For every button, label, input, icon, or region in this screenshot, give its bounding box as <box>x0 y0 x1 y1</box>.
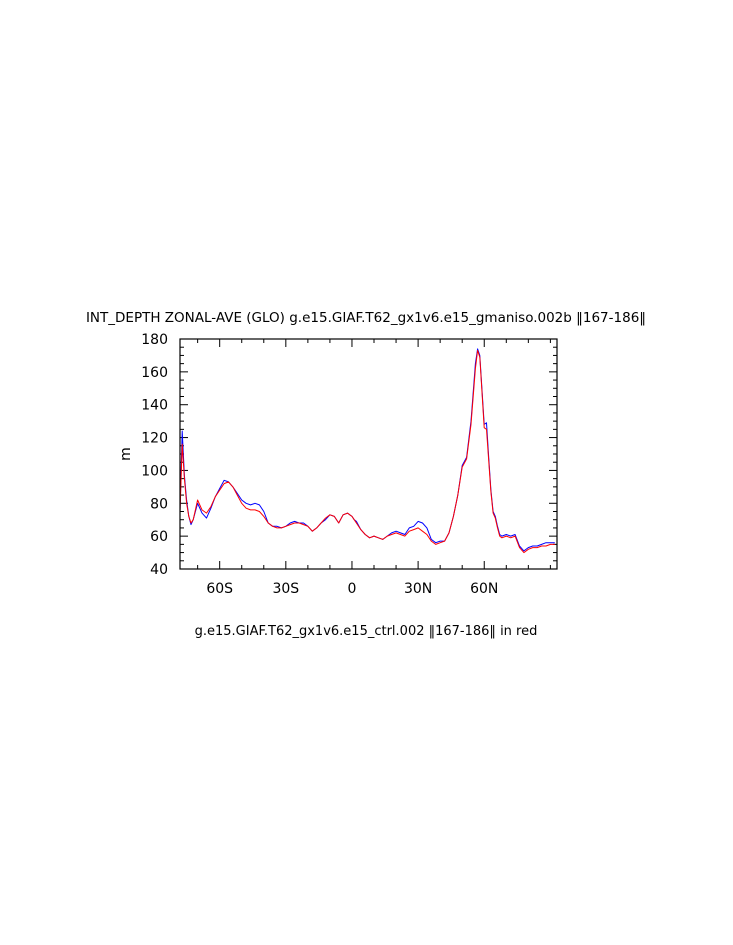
x-axis-label: g.e15.GIAF.T62_gx1v6.e15_ctrl.002 ‖167-1… <box>195 624 538 639</box>
y-tick-label: 100 <box>141 463 168 479</box>
chart-title: INT_DEPTH ZONAL-AVE (GLO) g.e15.GIAF.T62… <box>86 310 646 326</box>
axis-tick-labels: 60S 30S 0 30N 60N 40 60 80 100 120 140 160 180 <box>141 332 498 597</box>
y-tick-label: 120 <box>141 431 168 447</box>
plot-frame <box>179 338 558 570</box>
y-tick-label: 140 <box>141 398 168 414</box>
y-tick-label: 80 <box>150 496 168 512</box>
x-tick-label: 60S <box>206 581 233 597</box>
series-line-blue <box>179 348 555 552</box>
y-tick-label: 180 <box>141 332 168 348</box>
x-tick-label: 60N <box>470 581 498 597</box>
series-lines <box>179 348 555 554</box>
y-tick-label: 60 <box>150 529 168 545</box>
y-tick-label: 40 <box>150 562 168 578</box>
x-tick-label: 30N <box>404 581 432 597</box>
y-axis-label-group: m <box>118 447 134 461</box>
x-tick-label: 0 <box>348 581 357 597</box>
y-tick-label: 160 <box>141 365 168 381</box>
series-line-red <box>179 350 555 554</box>
y-axis-label: m <box>118 447 134 461</box>
x-tick-label: 30S <box>272 581 299 597</box>
